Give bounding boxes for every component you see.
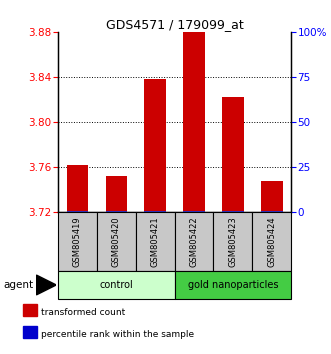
Polygon shape <box>36 275 56 295</box>
Bar <box>261 181 283 212</box>
Bar <box>58 271 175 299</box>
Bar <box>175 271 291 299</box>
Bar <box>252 212 291 271</box>
Text: GSM805420: GSM805420 <box>112 216 121 267</box>
Bar <box>106 176 127 212</box>
Bar <box>222 211 244 212</box>
Bar <box>106 211 127 212</box>
Bar <box>222 97 244 212</box>
Text: GSM805419: GSM805419 <box>73 216 82 267</box>
Text: agent: agent <box>3 280 33 290</box>
Bar <box>23 326 36 338</box>
Bar <box>261 211 283 212</box>
Text: GSM805422: GSM805422 <box>190 216 199 267</box>
Text: gold nanoparticles: gold nanoparticles <box>188 280 278 290</box>
Bar <box>183 30 205 212</box>
Bar <box>144 79 166 212</box>
Text: percentile rank within the sample: percentile rank within the sample <box>41 330 194 339</box>
Bar <box>144 211 166 212</box>
Text: control: control <box>99 280 133 290</box>
Text: transformed count: transformed count <box>41 308 125 316</box>
Bar <box>213 212 252 271</box>
Text: GSM805421: GSM805421 <box>151 216 160 267</box>
Bar <box>23 304 36 316</box>
Bar <box>67 211 88 212</box>
Bar <box>67 165 88 212</box>
Text: GSM805424: GSM805424 <box>267 216 276 267</box>
Bar <box>175 212 213 271</box>
Bar <box>136 212 175 271</box>
Bar <box>97 212 136 271</box>
Title: GDS4571 / 179099_at: GDS4571 / 179099_at <box>106 18 244 31</box>
Text: GSM805423: GSM805423 <box>228 216 237 267</box>
Bar <box>58 212 97 271</box>
Bar <box>183 211 205 212</box>
